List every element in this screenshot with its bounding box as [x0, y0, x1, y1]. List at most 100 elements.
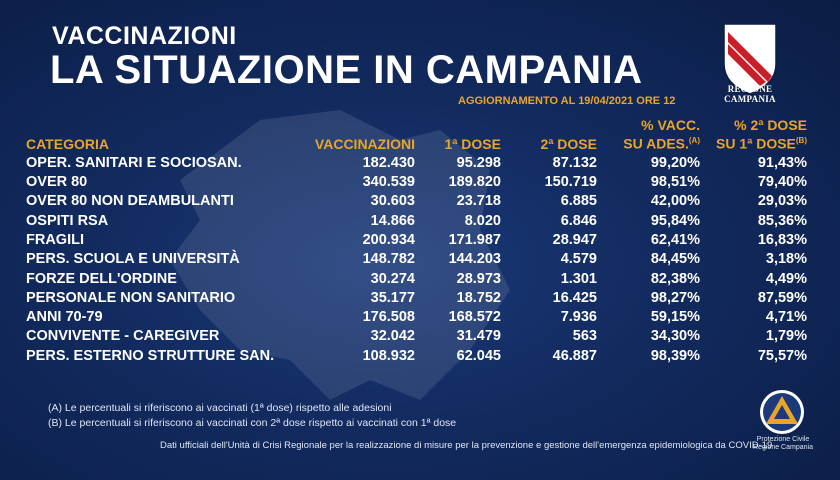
cell-vaccinazioni: 148.782 [362, 251, 415, 268]
cell-vaccinazioni: 176.508 [362, 309, 415, 326]
cell-vaccinazioni: 340.539 [362, 174, 415, 191]
cell-dose1: 23.718 [456, 193, 501, 210]
cell-dose2: 87.132 [552, 154, 597, 171]
cell-dose1: 28.973 [456, 270, 501, 287]
cell-dose1: 62.045 [456, 347, 501, 364]
regione-campania-logo [723, 23, 777, 95]
logo-label: REGIONE CAMPANIA [724, 84, 776, 104]
cell-categoria: OVER 80 [26, 174, 88, 191]
cell-categoria: CONVIVENTE - CAREGIVER [26, 328, 220, 345]
cell-dose1: 189.820 [448, 174, 501, 191]
cell-categoria: PERSONALE NON SANITARIO [26, 289, 236, 306]
cell-dose1: 8.020 [464, 212, 501, 229]
cell-pct-dose2: 91,43% [757, 154, 807, 171]
table-row: ANNI 70-79 176.508 168.572 7.936 59,15% 4,71% [26, 308, 807, 327]
table-row: PERS. SCUOLA E UNIVERSITÀ 148.782 144.203 4… [26, 250, 807, 269]
cell-categoria: PERS. SCUOLA E UNIVERSITÀ [26, 251, 240, 268]
cell-pct-dose2: 85,36% [757, 212, 807, 229]
cell-dose1: 144.203 [448, 251, 501, 268]
protezione-civile-line1: Protezione Civile [756, 436, 810, 443]
cell-categoria: PERS. ESTERNO STRUTTURE SAN. [26, 347, 275, 364]
table-header-row: CATEGORIA VACCINAZIONI 1ª DOSE 2ª DOSE %… [26, 118, 807, 154]
cell-dose1: 168.572 [448, 309, 501, 326]
cell-dose1: 18.752 [456, 289, 501, 306]
cell-dose1: 31.479 [456, 328, 501, 345]
cell-pct-ades: 82,38% [650, 270, 700, 287]
cell-pct-dose2: 3,18% [765, 251, 807, 268]
protezione-civile-line2: Regione Campania [753, 444, 813, 451]
header-categoria: CATEGORIA [26, 135, 109, 152]
cell-pct-ades: 99,20% [650, 154, 700, 171]
note-b: (B) Le percentuali si riferiscono ai vac… [48, 417, 457, 429]
cell-dose2: 7.936 [560, 309, 597, 326]
table-row: OVER 80 340.539 189.820 150.719 98,51% 79,40% [26, 173, 807, 192]
header-pct-vacc-line2: SU ADES. [623, 135, 689, 152]
cell-dose2: 28.947 [552, 231, 597, 248]
cell-pct-dose2: 4,49% [765, 270, 807, 287]
campania-map-silhouette [170, 110, 510, 400]
table-row: FRAGILI 200.934 171.987 28.947 62,41% 16,83% [26, 231, 807, 250]
cell-categoria: FRAGILI [26, 231, 84, 248]
header-pct-dose2: % 2ª DOSE SU 1ª DOSE(B) [700, 118, 807, 154]
cell-categoria: FORZE DELL'ORDINE [26, 270, 177, 287]
cell-dose2: 563 [572, 328, 597, 345]
cell-categoria: OSPITI RSA [26, 212, 109, 229]
cell-pct-dose2: 16,83% [757, 231, 807, 248]
cell-dose2: 1.301 [560, 270, 597, 287]
header-dose2: 2ª DOSE [540, 135, 597, 152]
cell-vaccinazioni: 30.274 [370, 270, 415, 287]
cell-vaccinazioni: 108.932 [362, 347, 415, 364]
header-pct-vacc-line1: % VACC. [641, 117, 700, 133]
kicker-title: VACCINAZIONI [52, 22, 237, 50]
cell-vaccinazioni: 30.603 [370, 193, 415, 210]
cell-vaccinazioni: 182.430 [362, 154, 415, 171]
protezione-civile-label: Protezione Civile Regione Campania [740, 436, 826, 452]
table-row: CONVIVENTE - CAREGIVER 32.042 31.479 563 34,… [26, 327, 807, 346]
cell-pct-dose2: 1,79% [765, 328, 807, 345]
note-marker-a: (A) [688, 136, 700, 145]
cell-pct-ades: 59,15% [650, 309, 700, 326]
cell-pct-dose2: 29,03% [757, 193, 807, 210]
header-pct-vacc: % VACC. SU ADES.(A) [597, 118, 700, 154]
cell-vaccinazioni: 14.866 [370, 212, 415, 229]
cell-dose1: 95.298 [456, 154, 501, 171]
cell-dose2: 6.885 [560, 193, 597, 210]
cell-categoria: OPER. SANITARI E SOCIOSAN. [26, 154, 242, 171]
cell-pct-ades: 84,45% [650, 251, 700, 268]
cell-dose2: 150.719 [544, 174, 597, 191]
cell-pct-ades: 98,39% [650, 347, 700, 364]
note-a: (A) Le percentuali si riferiscono ai vac… [48, 402, 392, 414]
table-row: OPER. SANITARI E SOCIOSAN. 182.430 95.298 8… [26, 154, 807, 173]
cell-pct-dose2: 79,40% [757, 174, 807, 191]
cell-pct-ades: 62,41% [650, 231, 700, 248]
cell-pct-ades: 34,30% [650, 328, 700, 345]
cell-vaccinazioni: 200.934 [362, 231, 415, 248]
table-row: OSPITI RSA 14.866 8.020 6.846 95,84% 85,36% [26, 212, 807, 231]
table-row: OVER 80 NON DEAMBULANTI 30.603 23.718 6.885… [26, 192, 807, 211]
cell-dose2: 6.846 [560, 212, 597, 229]
protezione-civile-logo [760, 390, 804, 434]
cell-pct-ades: 95,84% [650, 212, 700, 229]
cell-dose1: 171.987 [448, 231, 501, 248]
cell-pct-dose2: 4,71% [765, 309, 807, 326]
header-pct-dose2-line2: SU 1ª DOSE [716, 135, 796, 152]
table-row: PERSONALE NON SANITARIO 35.177 18.752 16.42… [26, 289, 807, 308]
cell-pct-ades: 98,51% [650, 174, 700, 191]
cell-dose2: 16.425 [552, 289, 597, 306]
cell-vaccinazioni: 32.042 [370, 328, 415, 345]
cell-dose2: 46.887 [552, 347, 597, 364]
table-row: PERS. ESTERNO STRUTTURE SAN. 108.932 62.04… [26, 347, 807, 366]
cell-vaccinazioni: 35.177 [370, 289, 415, 306]
page-title: LA SITUAZIONE IN CAMPANIA [50, 48, 643, 92]
header-vaccinazioni: VACCINAZIONI [314, 135, 415, 152]
cell-pct-dose2: 87,59% [757, 289, 807, 306]
table-row: FORZE DELL'ORDINE 30.274 28.973 1.301 82,38%… [26, 269, 807, 288]
update-timestamp: AGGIORNAMENTO AL 19/04/2021 ORE 12 [458, 95, 676, 107]
footer-source: Dati ufficiali dell'Unità di Crisi Regio… [160, 440, 773, 451]
cell-categoria: OVER 80 NON DEAMBULANTI [26, 193, 234, 210]
vaccination-table: CATEGORIA VACCINAZIONI 1ª DOSE 2ª DOSE %… [26, 118, 807, 366]
cell-dose2: 4.579 [560, 251, 597, 268]
cell-pct-ades: 42,00% [650, 193, 700, 210]
cell-pct-ades: 98,27% [650, 289, 700, 306]
note-marker-b: (B) [795, 136, 807, 145]
